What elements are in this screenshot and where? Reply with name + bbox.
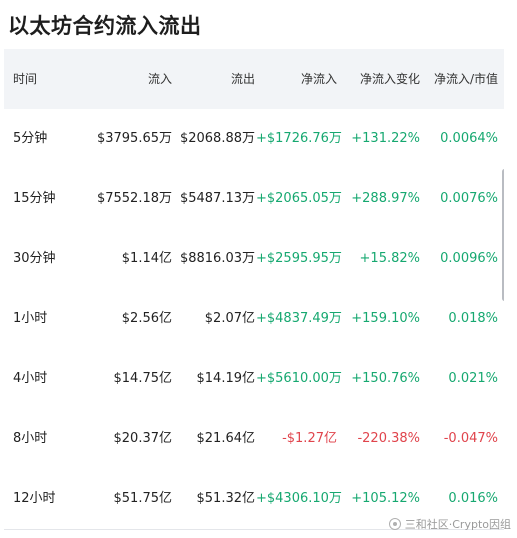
row-net-inflow-change: -220.38% <box>357 431 420 446</box>
row-time: 1小时 <box>13 311 48 326</box>
row-net-inflow: +$2065.05万 <box>256 191 342 206</box>
row-net-inflow-ratio: 0.0096% <box>440 251 498 266</box>
row-outflow: $5487.13万 <box>179 191 255 206</box>
table-row[interactable]: 15分钟 $7552.18万 $5487.13万 +$2065.05万 +288… <box>4 169 504 230</box>
row-inflow: $51.75亿 <box>113 491 173 506</box>
row-inflow: $2.56亿 <box>121 311 172 326</box>
row-net-inflow-ratio: 0.016% <box>448 491 498 506</box>
table-row[interactable]: 5分钟 $3795.65万 $2068.88万 +$1726.76万 +131.… <box>4 109 504 170</box>
row-net-inflow: +$2595.95万 <box>256 251 342 266</box>
row-net-inflow-change: +131.22% <box>351 131 420 146</box>
row-inflow: $3795.65万 <box>96 131 172 146</box>
watermark: 三和社区·Crypto因组 <box>388 516 511 532</box>
row-outflow: $51.32亿 <box>196 491 256 506</box>
row-net-inflow-ratio: 0.0064% <box>440 131 498 146</box>
row-inflow: $1.14亿 <box>121 251 172 266</box>
header-outflow[interactable]: 流出 <box>230 72 255 86</box>
header-time[interactable]: 时间 <box>13 72 38 86</box>
header-net-inflow-change[interactable]: 净流入变化 <box>359 72 420 86</box>
row-net-inflow: -$1.27亿 <box>282 431 337 446</box>
table-header: 时间 流入 流出 净流入 净流入变化 净流入/市值 <box>4 49 504 109</box>
row-inflow: $14.75亿 <box>113 371 173 386</box>
flow-table: 时间 流入 流出 净流入 净流入变化 净流入/市值 5分钟 $3795.65万 … <box>4 49 504 538</box>
watermark-text: 三和社区·Crypto因组 <box>404 518 511 531</box>
row-net-inflow: +$4306.10万 <box>256 491 342 506</box>
row-net-inflow-change: +105.12% <box>351 491 420 506</box>
row-outflow: $2.07亿 <box>204 311 255 326</box>
row-net-inflow: +$1726.76万 <box>256 131 342 146</box>
row-time: 8小时 <box>13 431 48 446</box>
row-time: 15分钟 <box>13 191 56 206</box>
row-net-inflow-ratio: 0.0076% <box>440 191 498 206</box>
row-net-inflow-change: +15.82% <box>359 251 420 266</box>
page-title: 以太坊合约流入流出 <box>8 14 202 38</box>
header-net-inflow[interactable]: 净流入 <box>300 72 337 86</box>
row-time: 5分钟 <box>13 131 48 146</box>
row-net-inflow: +$4837.49万 <box>256 311 342 326</box>
header-net-inflow-market-cap[interactable]: 净流入/市值 <box>433 72 498 86</box>
row-net-inflow: +$5610.00万 <box>256 371 342 386</box>
table-row[interactable]: 4小时 $14.75亿 $14.19亿 +$5610.00万 +150.76% … <box>4 349 504 410</box>
row-outflow: $8816.03万 <box>179 251 255 266</box>
row-outflow: $2068.88万 <box>179 131 255 146</box>
table-row[interactable]: 1小时 $2.56亿 $2.07亿 +$4837.49万 +159.10% 0.… <box>4 289 504 350</box>
row-inflow: $20.37亿 <box>113 431 173 446</box>
row-net-inflow-ratio: -0.047% <box>443 431 498 446</box>
row-net-inflow-ratio: 0.021% <box>448 371 498 386</box>
vertical-scrollbar[interactable] <box>502 169 504 301</box>
row-outflow: $14.19亿 <box>196 371 256 386</box>
header-inflow[interactable]: 流入 <box>147 72 172 86</box>
row-net-inflow-ratio: 0.018% <box>448 311 498 326</box>
table-row[interactable]: 12小时 $51.75亿 $51.32亿 +$4306.10万 +105.12%… <box>4 469 504 530</box>
table-row[interactable]: 30分钟 $1.14亿 $8816.03万 +$2595.95万 +15.82%… <box>4 229 504 290</box>
row-time: 4小时 <box>13 371 48 386</box>
row-net-inflow-change: +150.76% <box>351 371 420 386</box>
row-inflow: $7552.18万 <box>96 191 172 206</box>
row-time: 12小时 <box>13 491 56 506</box>
row-net-inflow-change: +159.10% <box>351 311 420 326</box>
row-time: 30分钟 <box>13 251 56 266</box>
table-row[interactable]: 8小时 $20.37亿 $21.64亿 -$1.27亿 -220.38% -0.… <box>4 409 504 470</box>
row-net-inflow-change: +288.97% <box>351 191 420 206</box>
community-logo-icon <box>388 518 401 530</box>
row-outflow: $21.64亿 <box>196 431 256 446</box>
